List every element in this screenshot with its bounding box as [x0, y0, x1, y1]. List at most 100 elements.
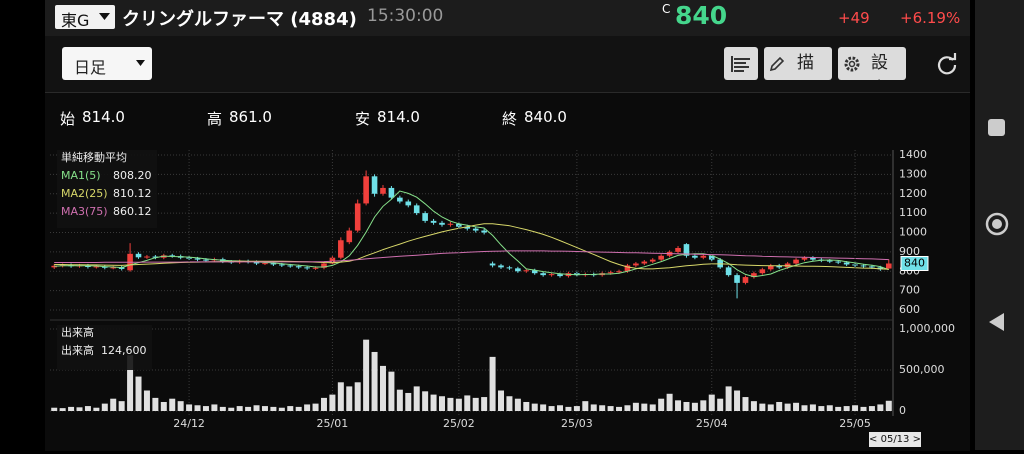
y-tick-label: 1200: [899, 187, 927, 200]
volume-bar: [523, 401, 530, 411]
candle-body: [767, 265, 774, 270]
volume-bar: [455, 398, 462, 411]
legend-name: 出来高: [61, 343, 94, 357]
volume-bar: [481, 397, 488, 411]
volume-bar: [304, 404, 311, 411]
volume-bar: [809, 404, 816, 411]
home[interactable]: [985, 212, 1009, 236]
volume-bar: [582, 401, 589, 411]
volume-bar: [346, 386, 353, 411]
candle-body: [253, 261, 260, 264]
candle-body: [329, 257, 336, 264]
candle-body: [843, 262, 850, 265]
recent-apps[interactable]: [988, 119, 1005, 136]
volume-bar: [793, 402, 800, 411]
candle-body: [692, 255, 698, 258]
candle-body: [734, 275, 740, 283]
volume-bar: [337, 382, 344, 411]
y-tick-label: 1000: [899, 226, 927, 239]
candle-body: [759, 269, 766, 274]
volume-bar: [818, 406, 825, 411]
candle-body: [110, 267, 117, 269]
volume-bar: [51, 407, 58, 411]
volume-bar: [379, 365, 386, 411]
change: +49: [838, 9, 870, 27]
volume-bar: [127, 355, 134, 411]
candle-body: [135, 253, 142, 258]
volume-bar: [852, 405, 859, 411]
volume-bar: [717, 398, 724, 411]
volume-bar: [691, 402, 698, 411]
volume-bar: [295, 406, 302, 411]
x-tick-label: 25/05: [839, 417, 871, 430]
volume-bar: [101, 403, 108, 411]
volume-bar: [320, 397, 327, 411]
volume-bar: [278, 407, 285, 411]
date-nav[interactable]: < 05/13 >: [869, 432, 921, 447]
candle-body: [338, 240, 344, 258]
volume-bar: [666, 393, 673, 411]
volume-bar: [632, 402, 639, 411]
volume-bar: [68, 406, 75, 411]
volume-bar: [93, 407, 100, 411]
volume-bar: [169, 398, 176, 411]
volume-bar: [118, 401, 125, 411]
market-select[interactable]: 東G: [55, 5, 115, 30]
ma-line: [54, 190, 889, 278]
legend-value: 124,600: [101, 344, 147, 357]
candle-body: [287, 265, 294, 267]
volume-bar: [312, 403, 319, 411]
volume-bar: [228, 407, 235, 411]
volume-bar: [489, 356, 496, 411]
back[interactable]: [989, 313, 1004, 331]
refresh-button[interactable]: [935, 52, 959, 76]
volume-bar: [683, 401, 690, 411]
candle-body: [321, 263, 327, 268]
header: 東G クリングルファーマ (4884) 15:30:00 C 840 +49 +…: [45, 0, 970, 36]
candle-body: [675, 248, 681, 252]
pen-icon: [769, 56, 785, 72]
candle-body: [430, 220, 437, 223]
candle-body: [472, 228, 479, 231]
volume-bar: [405, 392, 412, 411]
y-tick-label: 600: [899, 303, 920, 316]
candle-body: [363, 176, 369, 204]
candle-body: [531, 270, 538, 274]
volume-bar: [708, 394, 715, 411]
ohlc-label: 安: [355, 110, 371, 128]
volume-bar: [599, 405, 606, 411]
candle-body: [439, 222, 445, 225]
volume-bar: [624, 405, 631, 411]
candle-body: [312, 267, 319, 269]
candle-body: [776, 265, 782, 268]
volume-bar: [363, 339, 370, 411]
list-button[interactable]: [724, 47, 758, 80]
dropdown-icon: [136, 60, 145, 66]
legend-value: 810.12: [113, 187, 152, 200]
volume-bar: [565, 406, 572, 411]
app: 東G クリングルファーマ (4884) 15:30:00 C 840 +49 +…: [45, 0, 970, 451]
price-tag-label: 840: [904, 257, 925, 270]
draw-button[interactable]: 描画: [764, 47, 832, 80]
settings-button[interactable]: 設定: [838, 47, 906, 80]
period-select[interactable]: 日足: [62, 47, 152, 80]
x-tick-label: 25/01: [317, 417, 349, 430]
volume-bar: [700, 400, 707, 411]
volume-bar: [236, 406, 243, 411]
candle-body: [607, 272, 614, 274]
candle-body: [397, 197, 403, 202]
x-tick-label: 24/12: [173, 417, 205, 430]
list-icon: [731, 56, 750, 72]
candle-body: [616, 271, 622, 273]
volume-bar: [641, 403, 648, 411]
candle-body: [801, 257, 808, 260]
candle-body: [540, 273, 546, 276]
volume-bar: [396, 389, 403, 411]
candle-body: [751, 273, 757, 278]
legend-box: [57, 325, 152, 370]
volume-bar: [329, 394, 336, 411]
volume-bar: [801, 405, 808, 411]
volume-bar: [194, 405, 201, 411]
legend-name: MA1(5): [61, 169, 101, 182]
candle-body: [810, 257, 816, 260]
